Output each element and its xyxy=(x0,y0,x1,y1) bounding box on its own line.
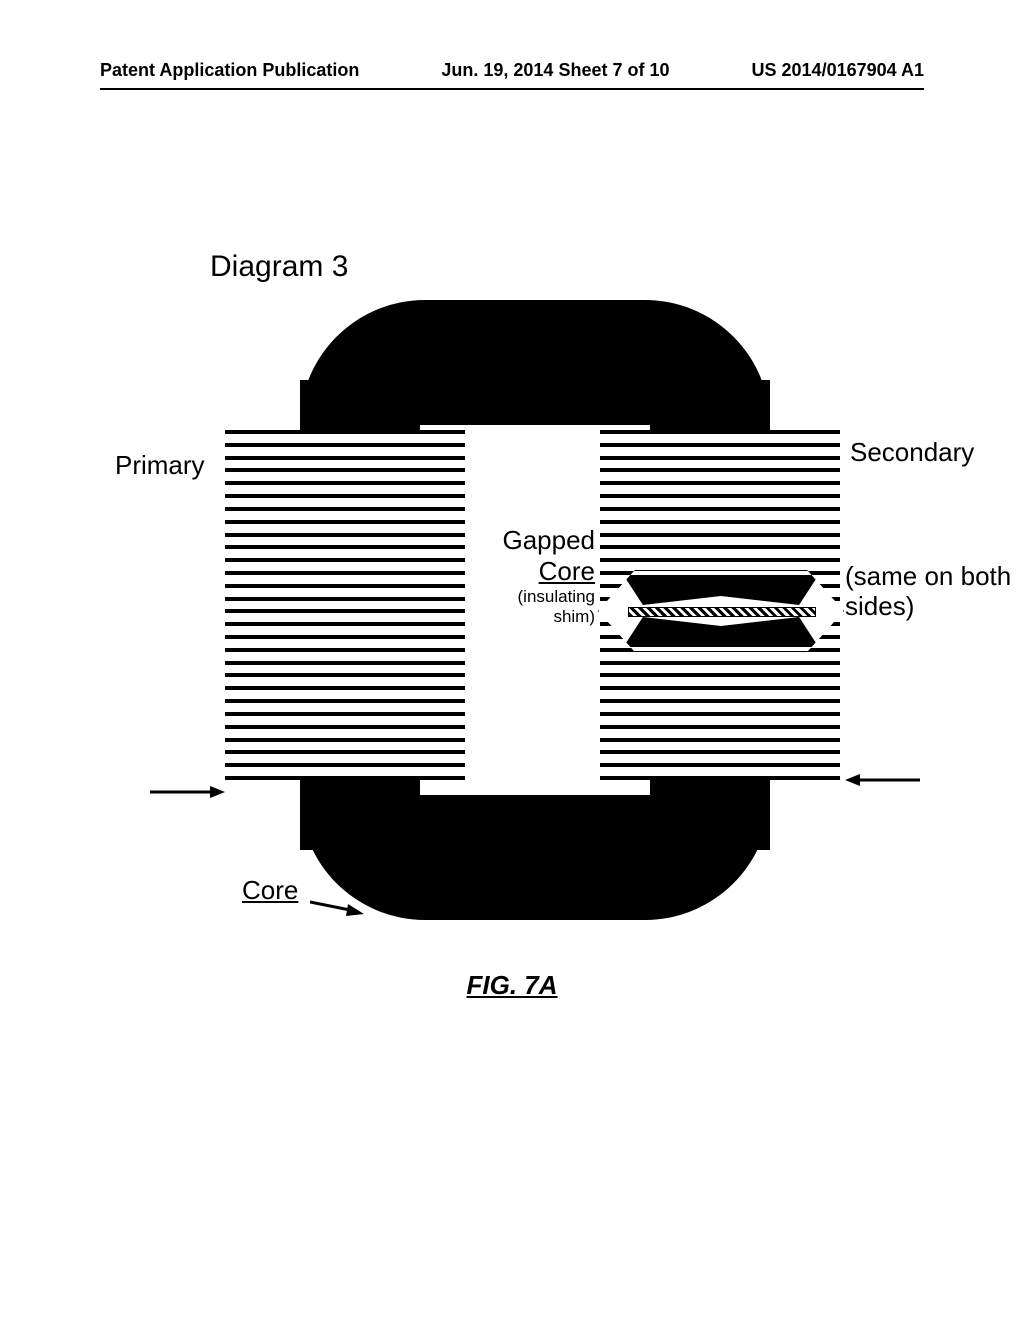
figure-caption: FIG. 7A xyxy=(0,970,1024,1001)
winding-turn xyxy=(225,776,465,780)
label-same-both-sides: (same on both sides) xyxy=(845,562,1024,622)
winding-turn xyxy=(600,699,840,703)
winding-turn xyxy=(225,763,465,767)
winding-turn xyxy=(225,750,465,754)
label-primary: Primary xyxy=(115,450,205,481)
winding-turn xyxy=(225,456,465,460)
arrow-primary xyxy=(150,782,230,802)
winding-turn xyxy=(225,686,465,690)
winding-turn xyxy=(225,622,465,626)
winding-turn xyxy=(600,558,840,562)
winding-turn xyxy=(225,494,465,498)
insulating-shim xyxy=(628,607,815,617)
figure xyxy=(0,300,1024,1000)
winding-turn xyxy=(600,686,840,690)
page-header: Patent Application Publication Jun. 19, … xyxy=(0,60,1024,81)
arrow-secondary xyxy=(840,770,920,790)
primary-winding xyxy=(225,430,465,780)
winding-turn xyxy=(225,738,465,742)
winding-turn xyxy=(225,648,465,652)
header-rule xyxy=(100,88,924,90)
winding-turn xyxy=(225,673,465,677)
winding-turn xyxy=(600,533,840,537)
winding-turn xyxy=(225,584,465,588)
winding-turn xyxy=(225,558,465,562)
winding-turn xyxy=(225,443,465,447)
winding-turn xyxy=(600,673,840,677)
winding-turn xyxy=(225,571,465,575)
winding-turn xyxy=(600,738,840,742)
winding-turn xyxy=(600,661,840,665)
winding-turn xyxy=(600,750,840,754)
winding-turn xyxy=(225,597,465,601)
winding-turn xyxy=(600,725,840,729)
winding-turn xyxy=(600,712,840,716)
label-secondary: Secondary xyxy=(850,437,974,468)
label-core-text: Core xyxy=(242,875,298,905)
winding-turn xyxy=(600,776,840,780)
winding-turn xyxy=(225,520,465,524)
winding-turn xyxy=(600,520,840,524)
gap-cutaway xyxy=(598,570,844,652)
winding-turn xyxy=(225,635,465,639)
label-gapped-core-underline: Core xyxy=(539,556,595,586)
header-center: Jun. 19, 2014 Sheet 7 of 10 xyxy=(441,60,669,81)
label-core: Core xyxy=(242,875,298,906)
gap-core-lower xyxy=(623,617,818,647)
winding-turn xyxy=(225,661,465,665)
winding-turn xyxy=(600,481,840,485)
label-gapped-core: Gapped Core (insulating shim) xyxy=(480,525,595,627)
winding-turn xyxy=(600,430,840,434)
arrow-gapped-core xyxy=(556,902,616,922)
core-yoke-bottom xyxy=(300,795,770,920)
winding-turn xyxy=(225,430,465,434)
winding-turn xyxy=(225,712,465,716)
winding-turn xyxy=(600,494,840,498)
winding-turn xyxy=(225,699,465,703)
gap-core-upper xyxy=(623,575,818,605)
winding-turn xyxy=(225,468,465,472)
winding-turn xyxy=(600,443,840,447)
label-insulating-shim: (insulating shim) xyxy=(480,587,595,627)
header-left: Patent Application Publication xyxy=(100,60,359,81)
winding-turn xyxy=(225,481,465,485)
winding-turn xyxy=(600,468,840,472)
winding-turn xyxy=(225,545,465,549)
winding-turn xyxy=(225,725,465,729)
winding-turn xyxy=(225,507,465,511)
header-right: US 2014/0167904 A1 xyxy=(752,60,924,81)
diagram-title: Diagram 3 xyxy=(210,250,348,284)
arrow-core xyxy=(310,896,370,920)
winding-turn xyxy=(600,545,840,549)
winding-turn xyxy=(600,763,840,767)
winding-turn xyxy=(600,456,840,460)
winding-turn xyxy=(225,533,465,537)
winding-turn xyxy=(600,507,840,511)
winding-turn xyxy=(225,609,465,613)
